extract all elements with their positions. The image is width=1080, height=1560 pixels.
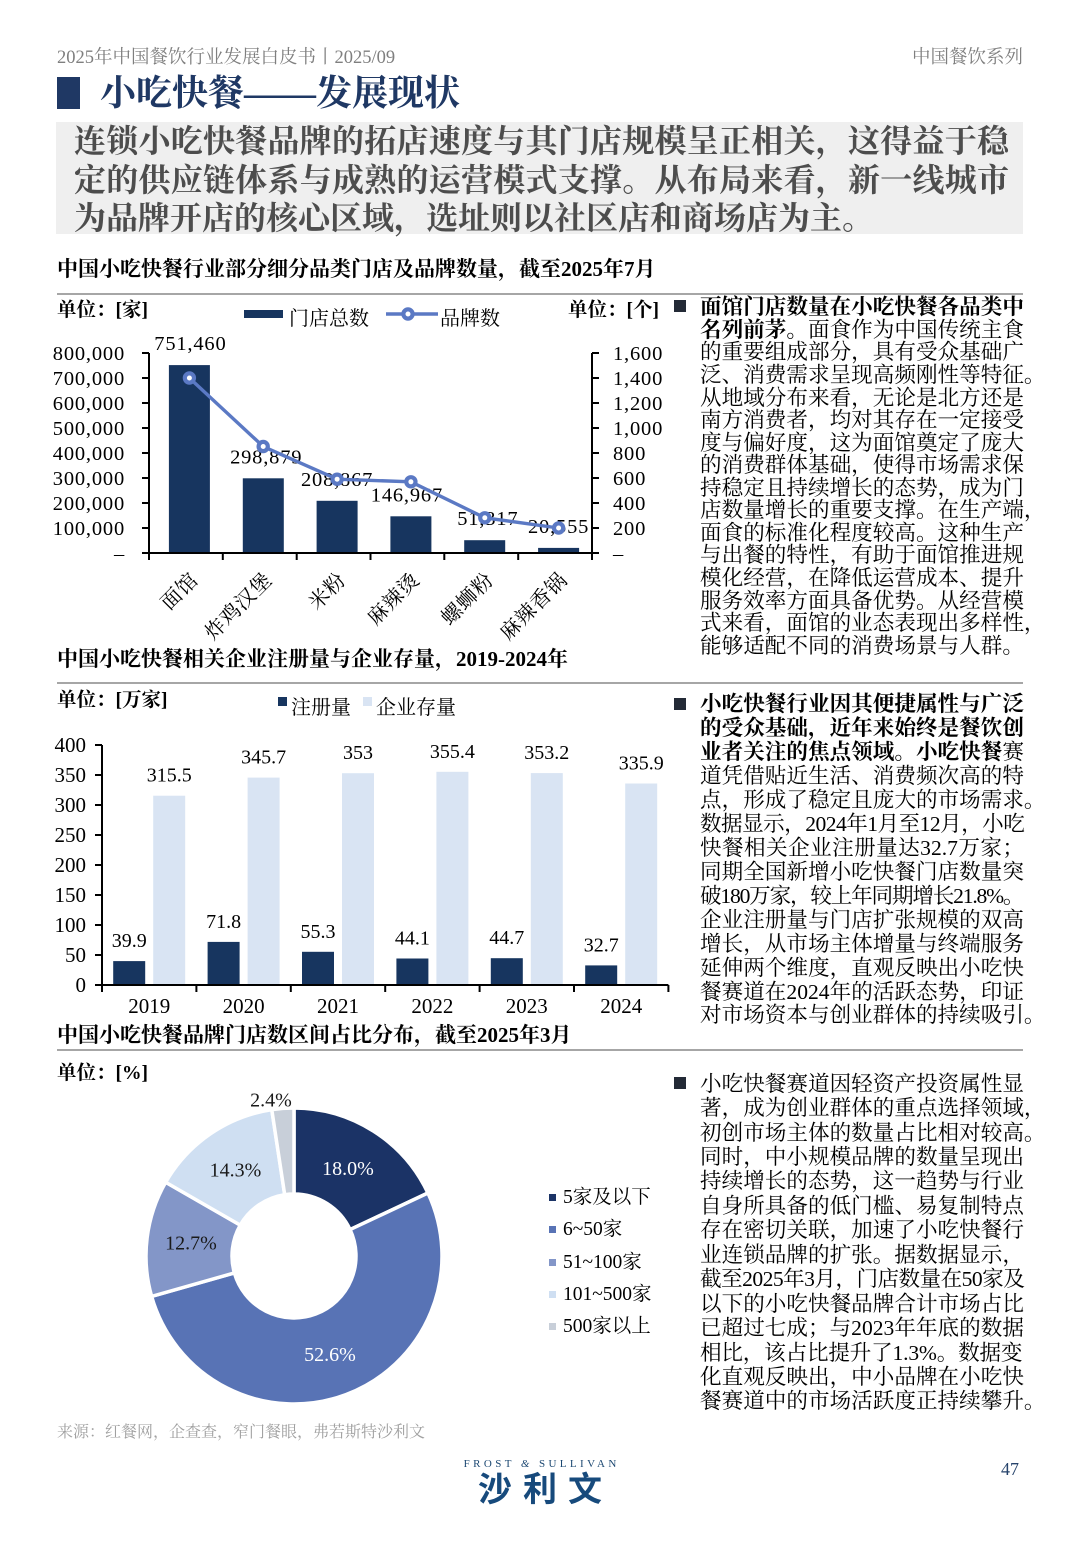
svg-text:2.4%: 2.4% (250, 1090, 292, 1112)
svg-text:298,879: 298,879 (230, 446, 302, 468)
svg-text:350: 350 (55, 763, 87, 787)
svg-text:300,000: 300,000 (53, 468, 125, 490)
svg-text:44.7: 44.7 (489, 927, 524, 949)
svg-text:800: 800 (613, 443, 646, 465)
svg-text:14.3%: 14.3% (210, 1160, 262, 1182)
svg-text:32.7: 32.7 (584, 934, 619, 956)
svg-text:300: 300 (55, 793, 87, 817)
svg-text:2024: 2024 (600, 994, 643, 1018)
svg-text:52.6%: 52.6% (304, 1344, 356, 1366)
svg-text:12.7%: 12.7% (165, 1233, 217, 1255)
svg-text:100: 100 (55, 913, 87, 937)
svg-text:1,000: 1,000 (613, 418, 663, 440)
svg-text:500,000: 500,000 (53, 418, 125, 440)
svg-text:250: 250 (55, 823, 87, 847)
svg-text:39.9: 39.9 (112, 930, 147, 952)
svg-text:麻辣烫: 麻辣烫 (363, 568, 424, 629)
svg-text:100,000: 100,000 (53, 518, 125, 540)
svg-text:2023: 2023 (506, 994, 548, 1018)
svg-text:200: 200 (55, 853, 87, 877)
svg-text:353.2: 353.2 (524, 742, 569, 764)
svg-text:50: 50 (65, 943, 86, 967)
svg-text:2020: 2020 (223, 994, 265, 1018)
svg-text:–: – (612, 543, 624, 565)
svg-text:2022: 2022 (411, 994, 453, 1018)
svg-text:600: 600 (613, 468, 646, 490)
svg-text:55.3: 55.3 (301, 921, 336, 943)
svg-text:335.9: 335.9 (619, 753, 664, 775)
svg-text:0: 0 (76, 973, 87, 997)
svg-text:200,000: 200,000 (53, 493, 125, 515)
svg-text:200: 200 (613, 518, 646, 540)
svg-text:米粉: 米粉 (304, 568, 350, 614)
svg-text:315.5: 315.5 (147, 765, 192, 787)
svg-text:600,000: 600,000 (53, 393, 125, 415)
svg-text:400: 400 (613, 493, 646, 515)
svg-text:400: 400 (55, 733, 87, 757)
svg-text:400,000: 400,000 (53, 443, 125, 465)
svg-text:2021: 2021 (317, 994, 359, 1018)
svg-text:146,967: 146,967 (371, 484, 443, 506)
svg-text:–: – (113, 543, 125, 565)
svg-text:800,000: 800,000 (53, 343, 125, 365)
svg-text:1,200: 1,200 (613, 393, 663, 415)
svg-text:700,000: 700,000 (53, 368, 125, 390)
svg-text:71.8: 71.8 (206, 911, 241, 933)
svg-text:1,400: 1,400 (613, 368, 663, 390)
svg-text:1,600: 1,600 (613, 343, 663, 365)
svg-text:麻辣香锅: 麻辣香锅 (496, 568, 573, 645)
svg-text:炸鸡汉堡: 炸鸡汉堡 (200, 568, 277, 645)
svg-text:螺蛳粉: 螺蛳粉 (437, 568, 498, 629)
svg-text:345.7: 345.7 (241, 747, 286, 769)
svg-text:44.1: 44.1 (395, 928, 430, 950)
svg-text:18.0%: 18.0% (322, 1158, 374, 1180)
svg-text:355.4: 355.4 (430, 741, 475, 763)
svg-text:353: 353 (343, 742, 373, 764)
svg-text:751,460: 751,460 (154, 333, 226, 355)
svg-text:2019: 2019 (128, 994, 170, 1018)
svg-text:150: 150 (55, 883, 87, 907)
svg-text:面馆: 面馆 (157, 568, 203, 614)
